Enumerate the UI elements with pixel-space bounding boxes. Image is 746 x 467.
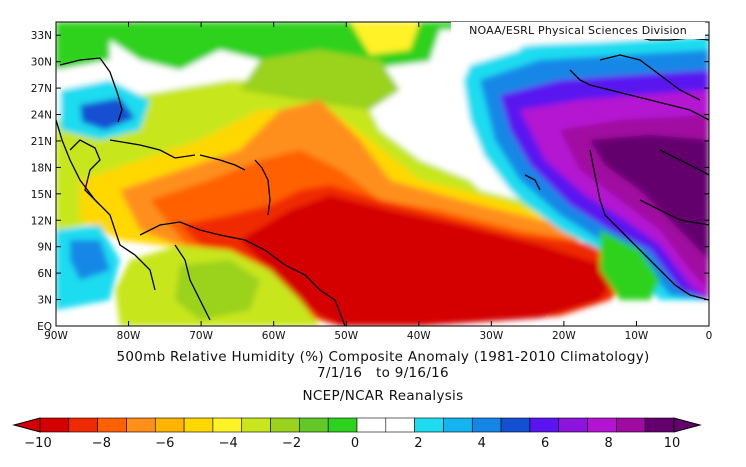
colorbar-high-arrow: [673, 417, 702, 433]
colorbar-tick-label: 0: [350, 436, 360, 451]
lon-tick-label: 30W: [479, 330, 503, 342]
lon-tick-label: 60W: [262, 330, 286, 342]
colorbar-tick-label: 8: [604, 436, 613, 451]
colorbar-swatch: [327, 417, 358, 433]
coast-yucatan: [69, 139, 101, 206]
colorbar-swatch: [212, 417, 243, 433]
colorbar-swatch: [616, 417, 646, 433]
lon-tick-label: 80W: [117, 330, 141, 342]
coast-us-gulf: [59, 57, 123, 123]
colorbar-swatch: [126, 417, 156, 433]
plot-frame: [55, 21, 710, 327]
colorbar-swatch: [68, 417, 98, 433]
colorbar-tick-label: −6: [155, 436, 175, 451]
colorbar-swatch: [270, 417, 300, 433]
lon-tick-label: 20W: [552, 330, 576, 342]
coast-africa-northwest: [569, 69, 709, 121]
colorbar-swatch: [443, 417, 473, 433]
colorbar-tick-label: −10: [24, 436, 52, 451]
colorbar-tick-label: 2: [414, 436, 423, 451]
coast-cape-verde: [524, 174, 541, 191]
colorbar-tick-label: 4: [477, 436, 486, 451]
lat-tick-label: EQ: [37, 321, 52, 333]
lon-tick-label: 70W: [189, 330, 213, 342]
lat-tick-label: 6N: [37, 268, 52, 280]
coast-hispaniola: [199, 154, 246, 171]
axis-ticks: EQ 3N 6N 9N 12N 15N 18N 21N 24N 27N 30N 33N 90W 80W 70…: [31, 22, 713, 342]
lon-tick-label: 90W: [44, 330, 68, 342]
colorbar-swatch: [183, 417, 214, 433]
lat-tick-label: 21N: [31, 136, 52, 148]
colorbar-swatch: [644, 417, 675, 433]
colorbar: [12, 417, 702, 433]
lat-tick-label: 15N: [31, 189, 52, 201]
lat-tick-label: 12N: [31, 215, 52, 227]
lat-tick-label: 27N: [31, 83, 52, 95]
colorbar-tick-label: −8: [91, 436, 111, 451]
lon-tick-label: 10W: [625, 330, 649, 342]
colorbar-tick-label: 6: [541, 436, 550, 451]
colorbar-low-arrow: [12, 417, 41, 433]
colorbar-swatch: [154, 417, 185, 433]
coast-central-america-west: [56, 119, 156, 291]
colorbar-swatch: [356, 417, 387, 433]
colorbar-swatch: [414, 417, 444, 433]
coast-south-america-north: [139, 221, 346, 326]
lon-tick-label: 50W: [334, 330, 358, 342]
credit-label: NOAA/ESRL Physical Sciences Division: [451, 22, 705, 39]
border-mali: [659, 149, 709, 176]
coast-cuba: [109, 139, 196, 159]
colorbar-swatch: [558, 417, 588, 433]
colorbar-tick-label: −2: [282, 436, 302, 451]
coast-africa-west: [589, 149, 709, 301]
lat-tick-label: 3N: [37, 295, 52, 307]
colorbar-swatch: [39, 417, 70, 433]
lon-tick-label: 40W: [407, 330, 431, 342]
map-date-range: 7/1/16 to 9/16/16: [317, 365, 449, 381]
colorbar-swatch: [241, 417, 271, 433]
lat-tick-label: 18N: [31, 162, 52, 174]
colorbar-swatch: [97, 417, 127, 433]
lat-tick-label: 30N: [31, 57, 52, 69]
map-title: 500mb Relative Humidity (%) Composite An…: [116, 349, 650, 365]
coast-lesser-antilles: [254, 159, 271, 216]
anomaly-field: [56, 22, 709, 326]
colorbar-swatch: [500, 417, 531, 433]
colorbar-tick-label: −4: [218, 436, 238, 451]
border-ivory-coast: [639, 199, 709, 226]
coast-andes: [174, 244, 211, 321]
colorbar-swatch: [299, 417, 329, 433]
lat-tick-label: 24N: [31, 110, 52, 122]
lat-tick-label: 9N: [37, 242, 52, 254]
colorbar-swatch: [587, 417, 617, 433]
colorbar-swatch: [471, 417, 502, 433]
lat-tick-label: 33N: [31, 30, 52, 42]
colorbar-swatch: [385, 417, 415, 433]
lon-tick-label: 0: [706, 330, 713, 342]
map-source: NCEP/NCAR Reanalysis: [302, 388, 464, 404]
colorbar-swatch: [529, 417, 560, 433]
colorbar-tick-label: 10: [663, 436, 681, 451]
border-algeria: [599, 54, 701, 101]
